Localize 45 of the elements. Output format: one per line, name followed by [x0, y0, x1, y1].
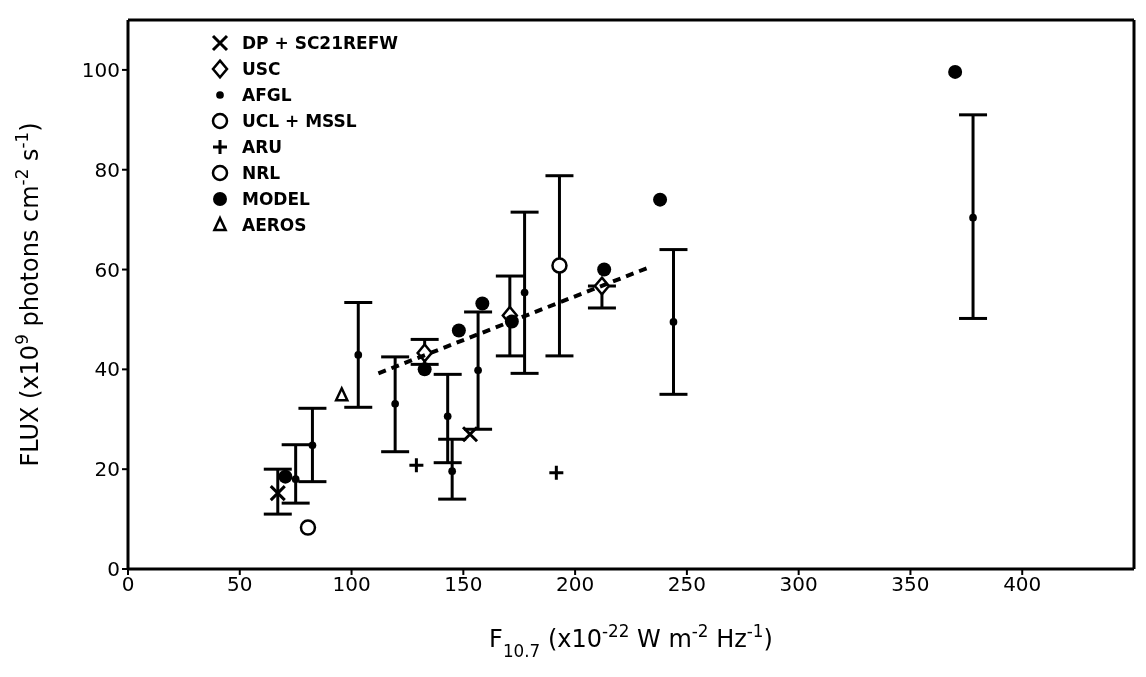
x-tick-label: 350	[891, 572, 930, 597]
point	[451, 323, 466, 338]
point	[354, 351, 363, 359]
point	[299, 519, 317, 536]
point	[278, 469, 293, 484]
legend-label: UCL + MSSL	[242, 111, 357, 131]
legend-label: AFGL	[242, 85, 292, 105]
point	[308, 441, 317, 450]
point	[653, 192, 668, 207]
point	[547, 464, 565, 482]
point	[969, 213, 977, 222]
x-tick-label: 200	[556, 572, 595, 597]
point	[520, 288, 529, 297]
y-tick-label: 100	[81, 58, 120, 83]
legend-label: AEROS	[242, 215, 307, 235]
x-tick-label: 250	[667, 572, 706, 597]
x-tick-label: 50	[227, 572, 253, 597]
point	[269, 484, 287, 502]
y-tick-label: 40	[94, 357, 120, 382]
point	[334, 387, 349, 402]
y-tick-label: 60	[94, 257, 120, 282]
y-tick-label: 20	[94, 457, 120, 482]
legend-label: DP + SC21REFW	[242, 33, 399, 53]
x-tick-label: 100	[332, 572, 371, 597]
point	[448, 467, 457, 476]
legend-label: MODEL	[242, 189, 310, 209]
text: F$_{10.7}$ (x10$^{-22}$ W m$^{-2}$ Hz$^{-1}$)	[489, 621, 773, 661]
point	[948, 64, 963, 79]
legend-label: USC	[242, 59, 281, 79]
point	[291, 475, 300, 484]
point	[417, 362, 432, 377]
legend-label: NRL	[242, 163, 281, 183]
x-tick-label: 400	[1003, 572, 1042, 597]
y-tick-label: 80	[94, 157, 120, 182]
point	[407, 456, 425, 474]
point	[669, 318, 678, 326]
legend-label: ARU	[242, 137, 283, 157]
point	[551, 257, 568, 274]
x-tick-label: 300	[779, 572, 818, 597]
point	[475, 296, 490, 311]
x-tick-label: 150	[444, 572, 483, 597]
point	[597, 262, 612, 277]
point	[391, 399, 399, 408]
point	[474, 366, 482, 375]
point	[443, 412, 452, 421]
